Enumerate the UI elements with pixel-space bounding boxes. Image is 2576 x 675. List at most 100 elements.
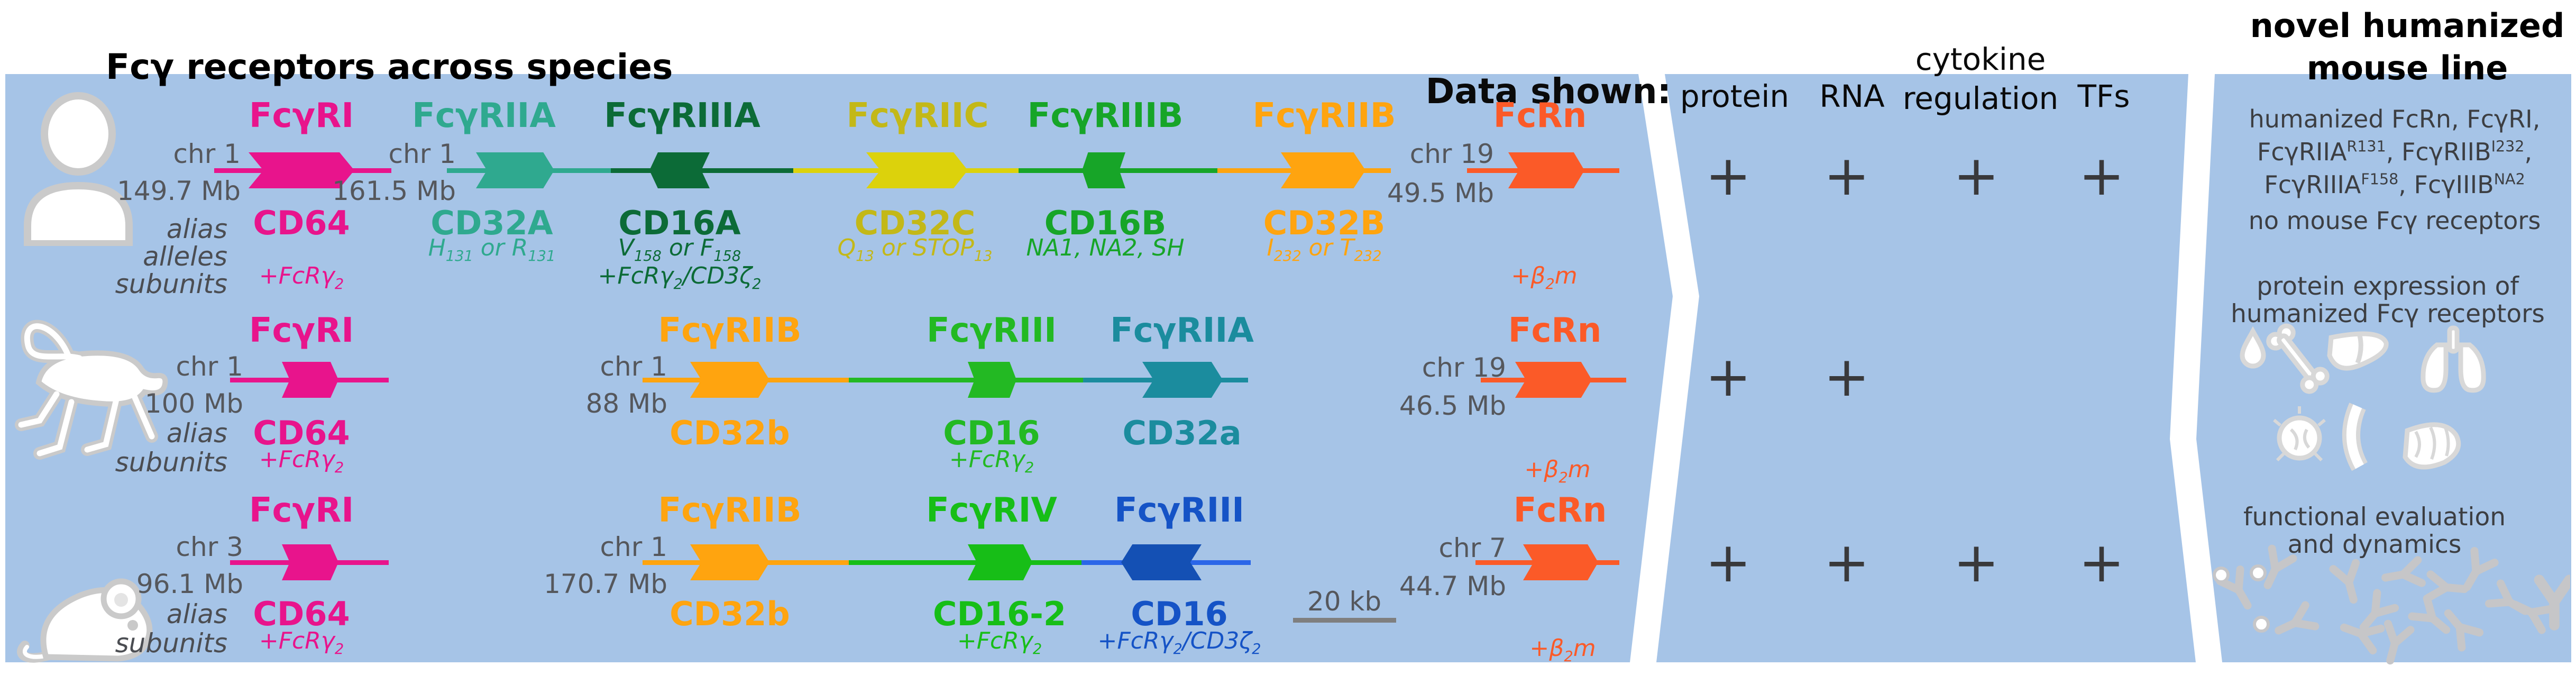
cd-human-cd64: CD64 <box>253 204 350 242</box>
chr-monkey-fcgr1: chr 1 <box>176 351 243 382</box>
gene-title-human-fcgr3a: FcγRIIIA <box>604 96 760 135</box>
gene-title-mouse-fcrn: FcRn <box>1513 491 1607 530</box>
page-title: Fcγ receptors across species <box>106 47 673 87</box>
gene-title-mouse-fcgr4: FcγRIV <box>926 491 1057 530</box>
panel-data <box>1656 74 2196 662</box>
expression-title-1: protein expression of <box>2257 272 2519 301</box>
functional-title-1: functional evaluation <box>2243 503 2506 532</box>
subunit-monkey-fcgr1: +FcRγ2 <box>259 446 344 476</box>
gene-line-monkey-fcgr3 <box>849 378 1083 382</box>
gene-box-human-cd16b <box>1082 152 1125 188</box>
gene-box-mouse-cd32b <box>690 544 769 580</box>
row-label-alias-mouse: alias <box>166 599 227 630</box>
cd-monkey-cd32b: CD32b <box>670 414 790 452</box>
column-header-tfs: TFs <box>2077 78 2130 114</box>
allele-human-fcgr3b: NA1, NA2, SH <box>1026 234 1185 261</box>
subunit-mouse-fcgr1: +FcRγ2 <box>259 627 344 658</box>
mark-mouse-tfs: + <box>2078 530 2125 595</box>
gene-box-monkey-cd32b <box>690 362 769 398</box>
liver-icon <box>2327 331 2389 371</box>
spleen-icon <box>2277 415 2322 461</box>
gene-line-human-fcgr3a <box>611 168 793 173</box>
lung-left-icon <box>2421 342 2449 393</box>
cd-mouse-cd64: CD64 <box>253 595 350 633</box>
data-shown-label: Data shown: <box>1425 71 1671 112</box>
cd-mouse-cd32b: CD32b <box>670 595 790 633</box>
features-line-3: FcγRIIIAF158, FcγIIIBNA2 <box>2264 170 2525 199</box>
gene-box-monkey-cd64 <box>282 362 338 398</box>
gene-box-mouse-fcrn <box>1523 544 1598 580</box>
organ-icons <box>2240 323 2486 471</box>
cd-monkey-cd32a: CD32a <box>1122 414 1242 452</box>
monkey-icon <box>15 320 168 460</box>
gene-title-monkey-fcgr3: FcγRIII <box>927 311 1057 350</box>
human-icon <box>24 92 133 246</box>
subunit-monkey-fcrn: +β2m <box>1524 456 1591 486</box>
cd-human-cd16b: CD16B <box>1044 204 1167 242</box>
subunit-human-fcrn: +β2m <box>1511 262 1578 293</box>
gene-title-human-fcgr1: FcγRI <box>249 96 354 135</box>
column-header-protein: protein <box>1680 78 1790 114</box>
right-panel-title-2: mouse line <box>2306 49 2508 87</box>
features-line-1: humanized FcRn, FcγRI, <box>2249 105 2541 133</box>
gene-title-mouse-fcgr2b: FcγRIIB <box>658 491 802 530</box>
mouse-icon <box>17 578 153 663</box>
column-header-cytokine-2: regulation <box>1902 80 2059 116</box>
mark-human-rna: + <box>1823 143 1870 208</box>
row-label-subunits-mouse: subunits <box>115 628 227 659</box>
trachea-icon <box>2447 325 2460 354</box>
gene-box-human-cd32a <box>476 152 554 188</box>
panel-genes <box>5 74 1673 662</box>
gene-box-monkey-fcrn <box>1515 362 1592 398</box>
antigen-dot <box>2253 616 2270 633</box>
cd-monkey-cd16: CD16 <box>943 414 1040 452</box>
mark-human-tfs: + <box>2078 143 2125 208</box>
colon-inner <box>2346 404 2364 469</box>
gene-box-mouse-cd64 <box>282 544 338 580</box>
gene-box-human-cd32b <box>1281 152 1365 188</box>
mark-human-cytokine: + <box>1953 143 2000 208</box>
immune-complex-cluster <box>2213 549 2315 641</box>
cd-human-cd32a: CD32A <box>430 204 553 242</box>
cd-mouse-cd16: CD16 <box>1131 595 1228 633</box>
gene-box-monkey-cd32a <box>1142 362 1223 398</box>
mark-mouse-cytokine: + <box>1953 530 2000 595</box>
features-line-4: no mouse Fcγ receptors <box>2248 206 2541 235</box>
gene-title-human-fcgr2c: FcγRIIC <box>846 96 989 135</box>
mark-monkey-protein: + <box>1705 344 1752 409</box>
gene-title-human-fcgr3b: FcγRIIIB <box>1027 96 1184 135</box>
chr-human-fcrn: chr 19 <box>1409 139 1494 169</box>
gene-title-mouse-fcgr1: FcγRI <box>249 491 354 530</box>
subunit-mouse-fcgr4: +FcRγ2 <box>957 627 1042 658</box>
subunit-mouse-fcrn: +β2m <box>1529 635 1596 665</box>
antigen-dot <box>2213 567 2230 583</box>
mb-human-fcgr1: 149.7 Mb <box>117 176 241 206</box>
panel-mouse-line <box>2196 74 2571 662</box>
scale-bar-label: 20 kb <box>1307 586 1382 617</box>
gene-title-human-fcgr2b: FcγRIIB <box>1252 96 1396 135</box>
mark-human-protein: + <box>1705 143 1752 208</box>
gene-title-monkey-fcgr2a: FcγRIIA <box>1110 311 1254 350</box>
row-label-subunits: subunits <box>115 269 227 299</box>
cd-human-cd16a: CD16A <box>618 204 741 242</box>
mb-human-fcrn: 49.5 Mb <box>1387 178 1494 208</box>
row-label-alias-monkey: alias <box>166 418 227 449</box>
chr-human-fcgr2a: chr 1 <box>388 139 456 169</box>
gene-box-human-fcrn <box>1508 152 1584 188</box>
mb-mouse-fcrn: 44.7 Mb <box>1399 571 1506 601</box>
spleen-vessels <box>2273 406 2326 462</box>
chr-monkey-fcgr2b: chr 1 <box>600 351 667 382</box>
gene-box-human-cd16a <box>649 152 710 188</box>
chr-mouse-fcgr2b: chr 1 <box>600 532 667 562</box>
features-line-2: FcγRIIAR131, FcγRIIBI232, <box>2257 138 2533 166</box>
allele-human-fcgr2c: Q13 or STOP13 <box>837 234 993 264</box>
gene-box-human-cd64 <box>249 152 354 188</box>
antigen-dot <box>2250 564 2267 581</box>
blood-drop-icon <box>2240 326 2266 369</box>
antibody-aggregate-cluster <box>2333 551 2495 663</box>
stomach-folds <box>2414 426 2450 460</box>
gene-box-mouse-cd16 <box>1121 544 1202 580</box>
cd-mouse-cd16-2: CD16-2 <box>932 595 1067 633</box>
cd-human-cd32b: CD32B <box>1263 204 1386 242</box>
